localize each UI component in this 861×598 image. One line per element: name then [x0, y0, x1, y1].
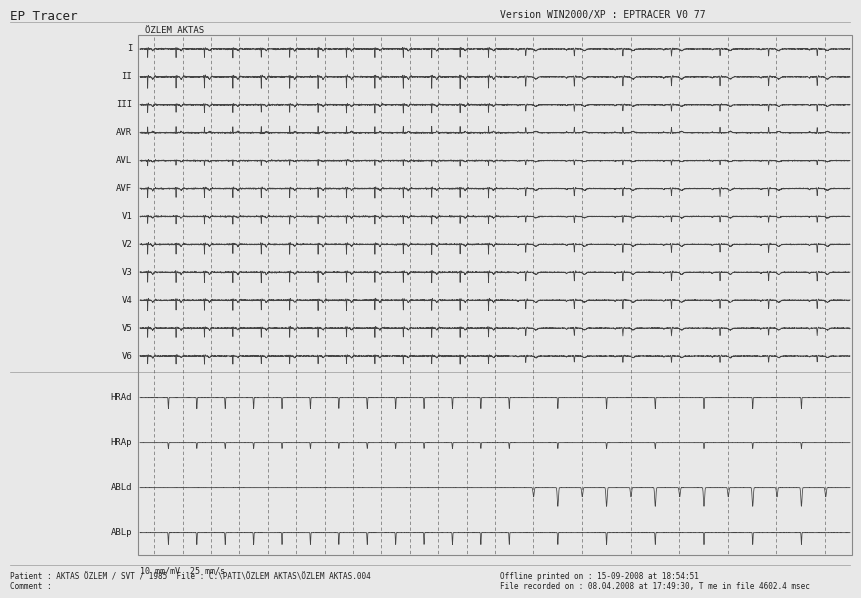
Bar	[138, 35, 852, 555]
Text: Version WIN2000/XP : EPTRACER V0 77: Version WIN2000/XP : EPTRACER V0 77	[500, 10, 706, 20]
Text: I: I	[127, 44, 132, 53]
Text: V6: V6	[121, 352, 132, 361]
Text: V3: V3	[121, 268, 132, 277]
Text: ABLd: ABLd	[110, 483, 132, 492]
Text: V2: V2	[121, 240, 132, 249]
Text: V5: V5	[121, 324, 132, 332]
Text: AVF: AVF	[116, 184, 132, 193]
Text: File recorded on : 08.04.2008 at 17:49:30, T me in file 4602.4 msec: File recorded on : 08.04.2008 at 17:49:3…	[500, 582, 810, 591]
Text: 10 mm/mV  25 mm/s: 10 mm/mV 25 mm/s	[140, 567, 225, 576]
Text: II: II	[121, 72, 132, 81]
Text: Patient : AKTAS ÖZLEM / SVT / 1985  File : C:\PATI\ÖZLEM AKTAS\ÖZLEM AKTAS.004: Patient : AKTAS ÖZLEM / SVT / 1985 File …	[10, 572, 371, 581]
Text: HRAp: HRAp	[110, 438, 132, 447]
Text: III: III	[116, 100, 132, 109]
Text: V1: V1	[121, 212, 132, 221]
Text: Comment :: Comment :	[10, 582, 52, 591]
Text: Offline printed on : 15-09-2008 at 18:54:51: Offline printed on : 15-09-2008 at 18:54…	[500, 572, 699, 581]
Text: HRAd: HRAd	[110, 393, 132, 402]
Text: V4: V4	[121, 295, 132, 305]
Text: AVR: AVR	[116, 128, 132, 137]
Text: ÖZLEM AKTAS: ÖZLEM AKTAS	[145, 26, 204, 35]
Text: EP Tracer: EP Tracer	[10, 10, 77, 23]
Text: ABLp: ABLp	[110, 528, 132, 537]
Text: AVL: AVL	[116, 156, 132, 165]
